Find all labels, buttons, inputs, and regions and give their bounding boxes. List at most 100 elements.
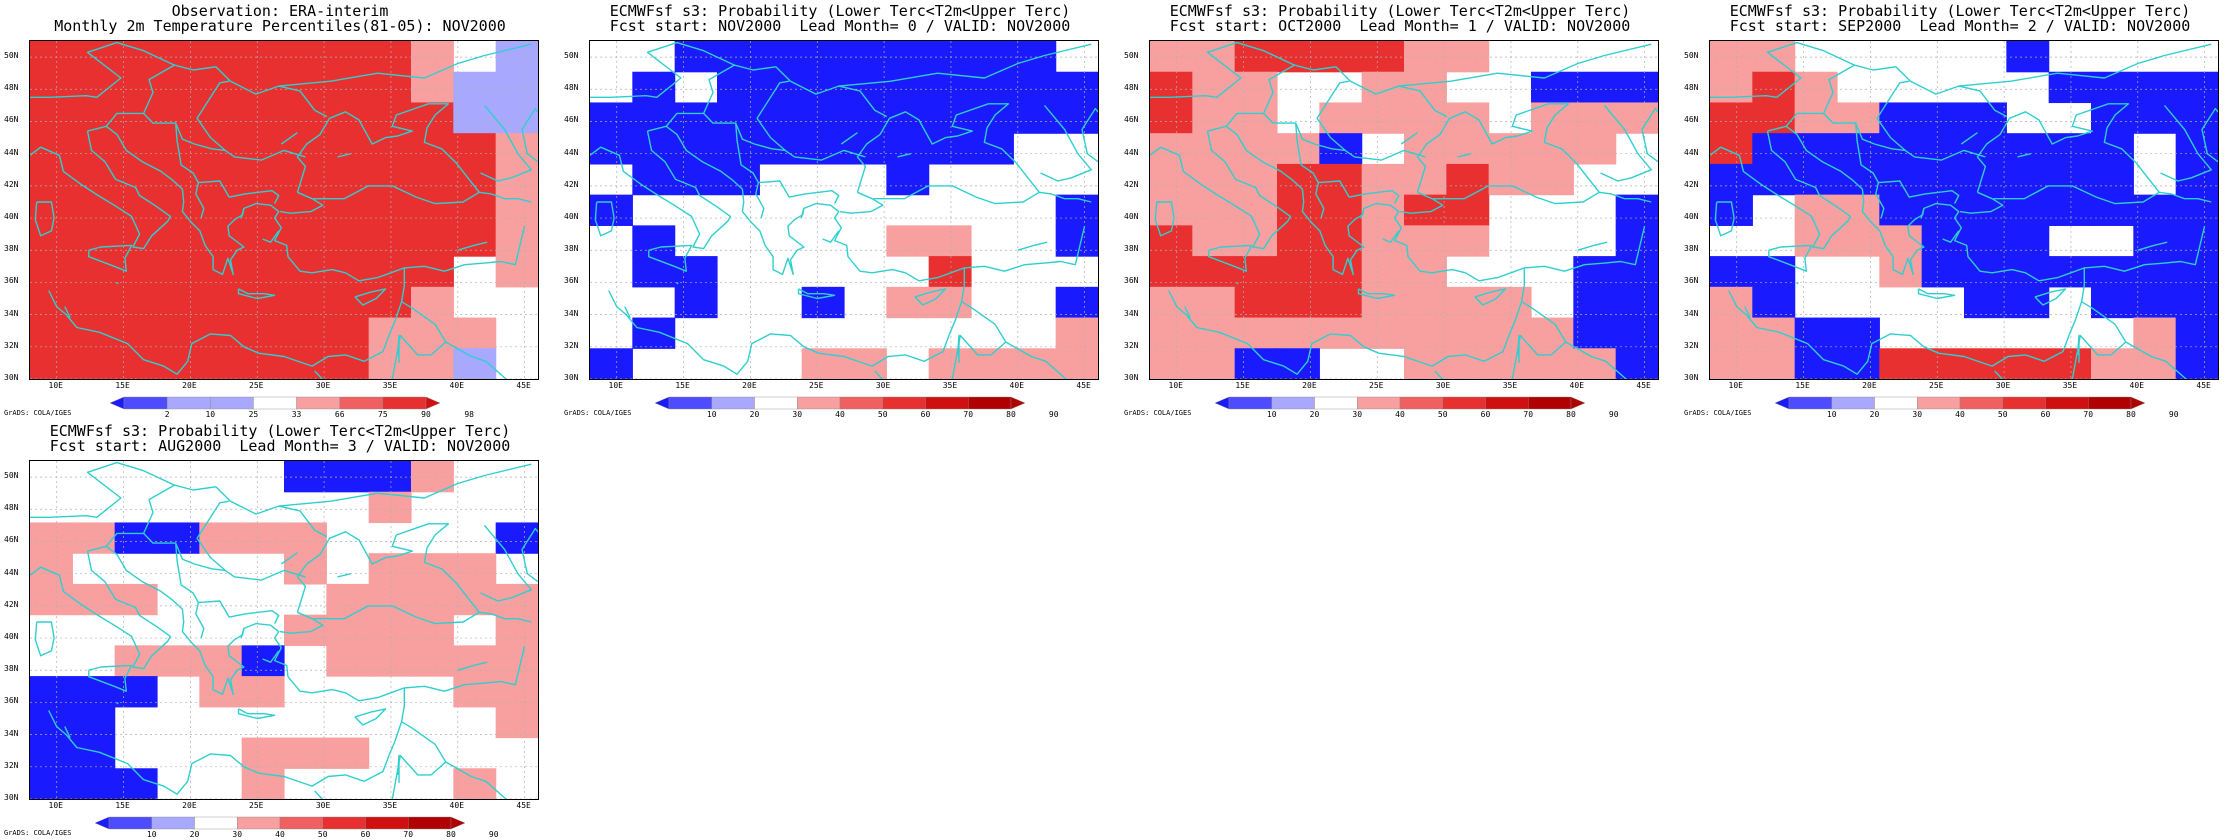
heatmap-cell (2175, 102, 2218, 134)
heatmap-cell (30, 583, 73, 616)
heatmap-cell (1361, 41, 1405, 73)
coastline (142, 484, 328, 538)
heatmap-cell (2133, 225, 2177, 257)
colorbar-tick-label: 98 (464, 410, 474, 419)
heatmap-svg (30, 41, 538, 379)
colorbar: 2 10 25 33 66 75 90 98 (110, 396, 474, 419)
coastline (391, 301, 447, 379)
heatmap-cell (30, 194, 73, 226)
heatmap-cell (632, 317, 676, 349)
heatmap-cell (411, 614, 454, 646)
colorbar-tick-label: 90 (2168, 410, 2179, 419)
heatmap-cell (453, 194, 497, 226)
heatmap-cell (495, 71, 538, 104)
coastline (175, 543, 205, 639)
heatmap-cell (72, 768, 116, 799)
coastline (1360, 208, 1365, 219)
lat-tick-label: 30N (564, 373, 579, 382)
coastline (2034, 288, 2067, 306)
heatmap-cell (1837, 163, 1880, 196)
lon-tick-label: 30E (315, 381, 331, 390)
heatmap-cell (72, 706, 116, 739)
colorbar-tick-label: 70 (2083, 410, 2094, 419)
colorbar-tick-label: 50 (1437, 410, 1448, 419)
heatmap-cell (1488, 163, 1532, 196)
coastline (445, 761, 508, 799)
lon-tick-label: 30E (315, 801, 331, 810)
coastline (314, 790, 324, 799)
heatmap-cell (1488, 133, 1532, 165)
heatmap-cell (1150, 133, 1193, 165)
lon-tick-label: 40E (449, 381, 465, 390)
heatmap-cell (1404, 225, 1447, 257)
heatmap-cell (1615, 317, 1658, 349)
heatmap-svg (590, 41, 1098, 379)
colorbar: 10 20 30 40 50 60 70 80 90 (1775, 396, 2179, 419)
heatmap-cell (759, 71, 803, 104)
colorbar-segment (797, 396, 841, 410)
heatmap-cell (368, 645, 412, 677)
coastline (756, 80, 790, 151)
heatmap-cell (1921, 256, 1965, 288)
colorbar-segment (194, 816, 238, 830)
coastline (296, 103, 480, 205)
heatmap-cell (844, 102, 887, 134)
coastline (30, 41, 175, 98)
heatmap-cell (199, 317, 243, 349)
coastline (1295, 123, 1325, 219)
colorbar-segment (2002, 396, 2046, 410)
heatmap-cell (1615, 102, 1658, 134)
heatmap-cell (1615, 71, 1658, 104)
panel-subtitle: Fcst start: AUG2000 Lead Month= 3 / VALI… (49, 437, 511, 455)
colorbar-svg (95, 816, 465, 830)
heatmap-cell (114, 768, 158, 799)
colorbar-segment (839, 396, 883, 410)
heatmap-cell (2048, 133, 2092, 165)
map-frame (1149, 40, 1659, 380)
coastline (702, 64, 888, 118)
heatmap-cell (1055, 348, 1098, 379)
heatmap-cell (1921, 348, 1965, 379)
map-panel: ECMWFsf s3: Probability (Lower Terc<T2m<… (560, 0, 1120, 420)
heatmap-cell (326, 317, 370, 349)
heatmap-cell (157, 163, 200, 196)
lat-tick-label: 50N (4, 51, 19, 61)
heatmap-cell (1277, 256, 1320, 288)
heatmap-cell (30, 768, 73, 799)
heatmap-cell (72, 133, 116, 165)
colorbar-tick-label: 70 (1523, 410, 1534, 419)
heatmap-cell (284, 194, 327, 226)
coastline (262, 650, 280, 663)
colorbar-svg (1775, 396, 2145, 410)
heatmap-cell (30, 133, 73, 165)
colorbar-segment (882, 396, 926, 410)
lon-tick-label: 30E (875, 381, 891, 390)
heatmap-cell (801, 71, 845, 104)
heatmap-cell (886, 163, 930, 196)
heatmap-cell (326, 461, 370, 493)
heatmap-cell (1446, 286, 1490, 319)
heatmap-cell (1013, 71, 1057, 104)
coastline (1524, 225, 1646, 272)
heatmap-cell (928, 286, 972, 319)
lat-tick-label: 38N (1124, 244, 1139, 254)
colorbar-tick-label: 40 (1395, 410, 1405, 419)
heatmap-cell (1794, 317, 1838, 349)
heatmap-cell (1192, 256, 1236, 288)
heatmap-cell (368, 41, 412, 73)
coastline (1710, 130, 1852, 250)
coastline (2017, 153, 2031, 158)
heatmap-cell (1710, 102, 1753, 134)
colorbar-segment (339, 396, 384, 410)
lon-tick-label: 10E (608, 381, 623, 390)
coastline (1577, 241, 1608, 251)
coastline (396, 334, 400, 363)
heatmap-cell (72, 225, 116, 257)
coastline (404, 645, 526, 692)
heatmap-cell (30, 348, 73, 379)
heatmap-cell (1055, 194, 1098, 226)
coastline (840, 132, 858, 145)
heatmap-cell (759, 133, 803, 165)
coastline (88, 244, 133, 272)
heatmap-cell (453, 676, 497, 708)
